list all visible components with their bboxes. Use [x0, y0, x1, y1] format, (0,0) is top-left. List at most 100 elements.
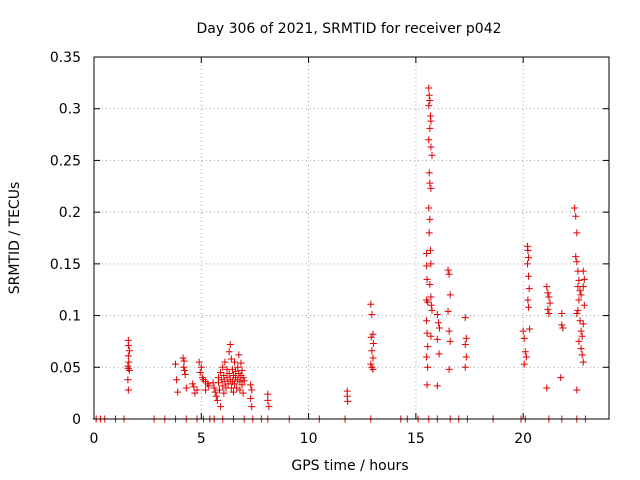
- data-point: [579, 320, 587, 328]
- data-point: [428, 306, 436, 314]
- data-point: [525, 254, 533, 262]
- x-tick-label: 5: [197, 431, 206, 447]
- data-point: [211, 388, 219, 396]
- data-point: [426, 246, 434, 254]
- data-point: [579, 358, 587, 366]
- data-point: [221, 358, 229, 366]
- data-point: [444, 307, 452, 315]
- data-point: [369, 354, 377, 362]
- y-tick-label: 0.15: [50, 257, 81, 273]
- data-point: [524, 246, 532, 254]
- data-point: [425, 229, 433, 237]
- data-point: [180, 357, 188, 365]
- data-point: [580, 301, 588, 309]
- data-point: [369, 330, 377, 338]
- data-point: [124, 376, 132, 384]
- data-point: [202, 386, 210, 394]
- data-point: [426, 179, 434, 187]
- data-point: [248, 403, 256, 411]
- data-point: [545, 293, 553, 301]
- data-point: [445, 270, 453, 278]
- data-point: [231, 380, 239, 388]
- data-point: [424, 298, 432, 306]
- data-point: [579, 267, 587, 275]
- y-axis-title: SRMTID / TECUs: [7, 182, 23, 295]
- data-point: [216, 386, 224, 394]
- data-point: [225, 369, 233, 377]
- data-point: [574, 306, 582, 314]
- data-point: [219, 363, 227, 371]
- data-point: [446, 291, 454, 299]
- data-point: [428, 151, 436, 159]
- data-point: [546, 299, 554, 307]
- y-tick-label: 0.25: [50, 153, 81, 169]
- x-tick-label: 20: [514, 431, 532, 447]
- data-point: [445, 365, 453, 373]
- data-point: [237, 359, 245, 367]
- data-point: [195, 358, 203, 366]
- data-point: [217, 403, 225, 411]
- data-point: [226, 341, 234, 349]
- data-point: [181, 366, 189, 374]
- data-point: [181, 371, 189, 379]
- data-point: [264, 396, 272, 404]
- data-point: [368, 311, 376, 319]
- data-point: [427, 117, 435, 125]
- data-point: [573, 310, 581, 318]
- data-point: [174, 388, 182, 396]
- grid-lines: [94, 57, 609, 419]
- data-point: [544, 305, 552, 313]
- data-point: [225, 348, 233, 356]
- x-axis-title: GPS time / hours: [291, 458, 408, 474]
- data-point: [367, 300, 375, 308]
- data-point: [573, 258, 581, 266]
- data-point: [434, 319, 442, 327]
- data-point: [238, 381, 246, 389]
- data-point: [573, 229, 581, 237]
- data-point: [125, 366, 133, 374]
- data-point: [572, 253, 580, 261]
- data-point: [210, 384, 218, 392]
- data-point: [435, 350, 443, 358]
- data-point: [572, 212, 580, 220]
- data-point: [426, 215, 434, 223]
- data-points: [92, 84, 589, 423]
- data-point: [522, 353, 530, 361]
- data-point: [426, 96, 434, 104]
- data-point: [461, 341, 469, 349]
- y-tick-label: 0.2: [59, 205, 81, 221]
- data-point: [423, 381, 431, 389]
- x-tick-label: 0: [90, 431, 99, 447]
- data-point: [427, 293, 435, 301]
- data-point: [423, 262, 431, 270]
- y-tick-label: 0.35: [50, 50, 81, 66]
- data-point: [239, 389, 247, 397]
- data-point: [559, 324, 567, 332]
- data-point: [172, 360, 180, 368]
- data-point: [367, 360, 375, 368]
- data-point: [205, 382, 213, 390]
- data-point: [124, 342, 132, 350]
- data-point: [265, 403, 273, 411]
- data-point: [577, 345, 585, 353]
- data-point: [191, 389, 199, 397]
- data-point: [236, 386, 244, 394]
- data-point: [578, 332, 586, 340]
- x-tick-labels: 0 5 10 15 20: [90, 431, 533, 447]
- data-point: [462, 353, 470, 361]
- data-point: [427, 332, 435, 340]
- data-point: [423, 353, 431, 361]
- data-point: [189, 380, 197, 388]
- x-tick-label: 10: [300, 431, 318, 447]
- data-point: [576, 287, 584, 295]
- data-point: [526, 325, 534, 333]
- data-point: [124, 352, 132, 360]
- data-point: [445, 327, 453, 335]
- data-point: [426, 281, 434, 289]
- data-point: [427, 143, 435, 151]
- chart-title: Day 306 of 2021, SRMTID for receiver p04…: [196, 21, 501, 37]
- data-point: [525, 285, 533, 293]
- data-point: [423, 329, 431, 337]
- data-point: [212, 392, 220, 400]
